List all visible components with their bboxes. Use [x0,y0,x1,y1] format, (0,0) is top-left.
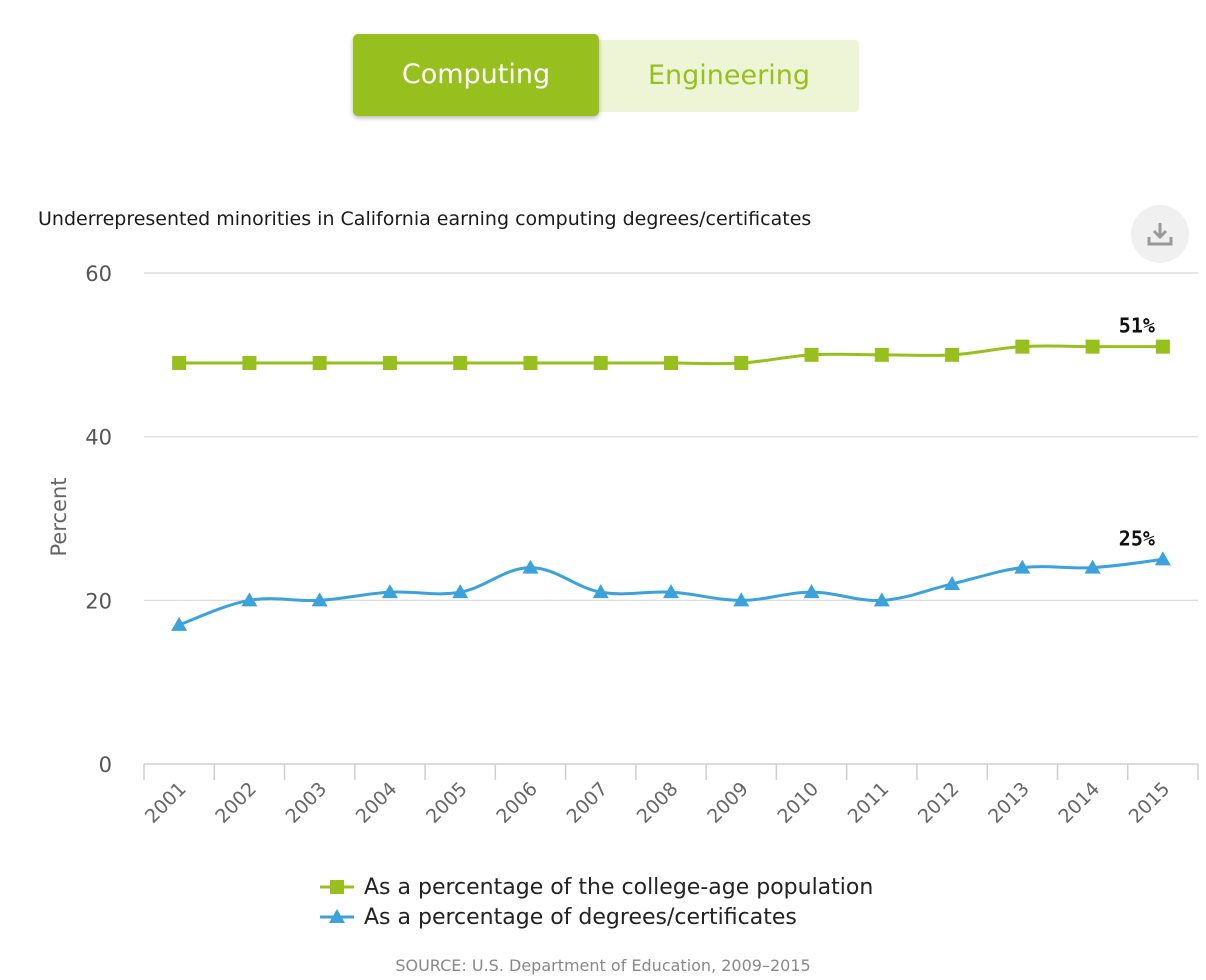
series-layer: 51% 25% [171,314,1171,631]
y-tick-label: 60 [85,262,112,286]
data-point-triangle[interactable] [241,592,258,607]
x-axis: 2001 2002 2003 2004 2005 2006 2007 2008 2009 2010… [141,763,1199,828]
data-point-triangle[interactable] [873,592,890,607]
legend: As a percentage of the college-age popul… [320,872,873,932]
tab-bar: Engineering Computing [353,34,861,116]
data-point-triangle[interactable] [733,592,750,607]
data-point-triangle[interactable] [1154,551,1171,566]
data-point-square[interactable] [453,356,468,371]
data-label: 25% [1119,526,1155,550]
data-point-triangle[interactable] [592,584,609,599]
y-tick-label: 40 [85,426,112,450]
x-tick-label: 2012 [914,778,964,828]
data-point-square[interactable] [523,356,538,371]
x-tick-label: 2002 [211,778,261,828]
data-point-triangle[interactable] [171,616,188,631]
legend-label-degrees: As a percentage of degrees/certificates [364,904,797,930]
data-point-square[interactable] [734,356,749,371]
data-point-triangle[interactable] [1014,559,1031,574]
legend-item-population[interactable]: As a percentage of the college-age popul… [320,872,873,902]
y-tick-label: 20 [85,589,112,613]
x-tick-label: 2015 [1125,778,1175,828]
y-axis-label: Percent [47,477,71,556]
y-tick-label: 0 [99,753,112,777]
x-tick-label: 2005 [422,778,472,828]
data-point-triangle[interactable] [522,559,539,574]
data-point-square[interactable] [804,347,819,362]
x-tick-label: 2004 [352,778,402,828]
data-point-triangle[interactable] [452,584,469,599]
series-2: 25% [171,526,1171,631]
data-point-square[interactable] [1155,339,1170,354]
x-tick-label: 2006 [492,778,542,828]
chart-title: Underrepresented minorities in Californi… [38,208,812,230]
data-point-square[interactable] [312,356,327,371]
data-point-square[interactable] [593,356,608,371]
series-1: 51% [172,314,1170,371]
y-axis: 0 20 40 60 [85,262,112,777]
x-tick-label: 2009 [703,778,753,828]
data-point-triangle[interactable] [381,584,398,599]
data-point-square[interactable] [382,356,397,371]
data-point-square[interactable] [242,356,257,371]
line-chart: 2001 2002 2003 2004 2005 2006 2007 2008 2009 2010… [47,262,1199,828]
data-point-square[interactable] [874,347,889,362]
square-marker-icon [320,880,354,894]
x-tick-label: 2010 [773,778,823,828]
data-point-triangle[interactable] [944,575,961,590]
download-icon [1147,223,1173,246]
download-button[interactable] [1131,205,1189,263]
x-tick-label: 2003 [281,778,331,828]
x-tick-label: 2007 [563,778,613,828]
data-label: 51% [1119,314,1155,338]
x-tick-label: 2013 [984,778,1034,828]
legend-item-degrees[interactable]: As a percentage of degrees/certificates [320,902,873,932]
triangle-marker-icon [320,909,354,923]
grid-lines [144,272,1198,601]
data-point-square[interactable] [945,347,960,362]
x-tick-label: 2001 [141,778,191,828]
x-tick-label: 2014 [1054,778,1104,828]
tab-computing[interactable]: Computing [353,34,599,116]
data-point-triangle[interactable] [311,592,328,607]
data-point-triangle[interactable] [803,584,820,599]
data-point-square[interactable] [172,356,187,371]
x-tick-label: 2011 [844,778,894,828]
data-point-square[interactable] [1085,339,1100,354]
legend-label-population: As a percentage of the college-age popul… [364,874,874,900]
source-note: SOURCE: U.S. Department of Education, 20… [395,956,811,975]
data-point-triangle[interactable] [663,584,679,599]
data-point-square[interactable] [1015,339,1030,354]
tab-engineering[interactable]: Engineering [648,60,810,91]
x-tick-label: 2008 [633,778,683,828]
data-point-square[interactable] [664,356,678,371]
data-point-triangle[interactable] [1084,559,1101,574]
